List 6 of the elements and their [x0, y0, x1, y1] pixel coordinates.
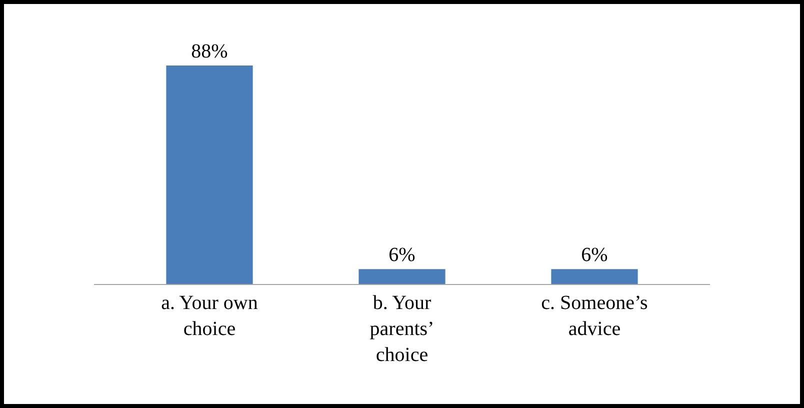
- data-label: 88%: [191, 40, 228, 62]
- x-tick-label: c. Someone’s advice: [541, 292, 648, 340]
- x-tick-label: b. Your parents’ choice: [370, 292, 434, 366]
- data-label: 6%: [388, 244, 416, 266]
- data-label: 6%: [581, 244, 608, 266]
- x-tick-label: a. Your own choice: [161, 292, 258, 340]
